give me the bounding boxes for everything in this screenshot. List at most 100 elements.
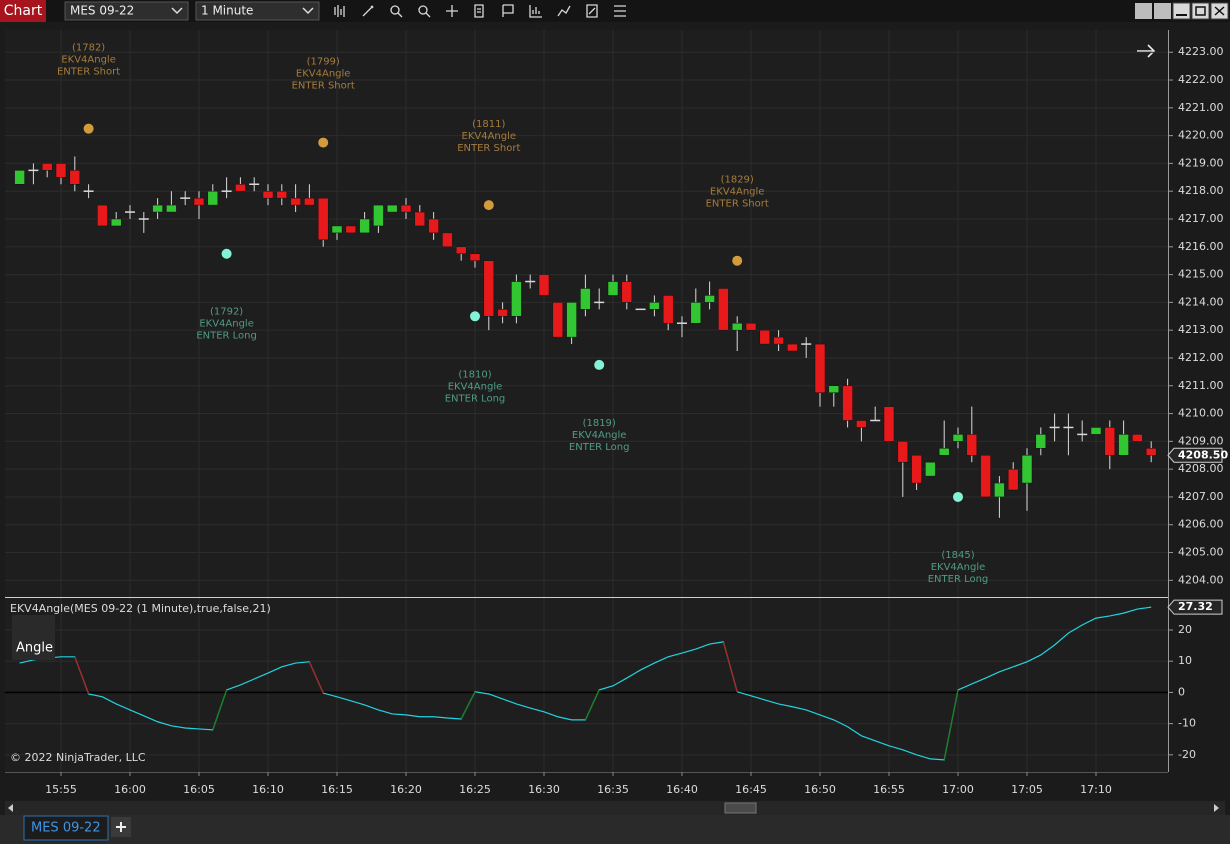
instrument-label[interactable]: MES 09-22 xyxy=(70,4,134,18)
candle-body xyxy=(759,329,771,345)
indicator-flip-segment xyxy=(460,691,476,720)
signal-label: EKV4Angle xyxy=(296,69,351,80)
candle-body xyxy=(400,204,412,213)
close-glyph xyxy=(1214,6,1225,16)
scrollbar[interactable] xyxy=(5,801,1225,815)
x-tick-label: 16:05 xyxy=(183,783,215,796)
candle-body xyxy=(966,434,978,456)
indicator-flip-segment xyxy=(74,656,90,695)
candle-body xyxy=(773,336,784,345)
indicator-flip-segment xyxy=(722,641,738,692)
minimize-button[interactable] xyxy=(1172,2,1191,20)
y-tick-label: 4207.00 xyxy=(1178,490,1224,503)
y-tick-label: 20 xyxy=(1178,623,1192,636)
candle-body xyxy=(828,385,840,393)
indicator-flip-segment xyxy=(584,689,600,721)
toolbar-icon[interactable] xyxy=(557,5,571,17)
toolbar-icon[interactable] xyxy=(586,4,598,18)
signal-dot xyxy=(470,311,480,322)
signal-label: ENTER Long xyxy=(569,442,630,453)
candle-body xyxy=(469,253,481,261)
y-tick-label: 4206.00 xyxy=(1178,518,1224,531)
candle-body xyxy=(883,406,895,442)
candle-body xyxy=(110,218,122,227)
y-tick-label: 4209.00 xyxy=(1178,434,1224,447)
x-tick-label: 16:20 xyxy=(390,783,422,796)
candle-body xyxy=(442,232,453,248)
interval-dropdown[interactable] xyxy=(195,1,320,21)
x-tick-label: 16:00 xyxy=(114,783,146,796)
add-tab-glyph xyxy=(116,822,126,832)
dropdown-arrow[interactable] xyxy=(302,7,314,15)
tab-label[interactable]: MES 09-22 xyxy=(31,821,101,836)
candle-body xyxy=(745,322,757,331)
scroll-to-end-arrow[interactable] xyxy=(1137,44,1156,58)
interval-label[interactable]: 1 Minute xyxy=(201,4,253,18)
signal-dot xyxy=(732,255,743,266)
y-tick-label: 4214.00 xyxy=(1178,295,1224,308)
x-tick-label: 16:40 xyxy=(666,783,698,796)
toolbar-icon[interactable] xyxy=(334,5,345,17)
candle-body xyxy=(856,420,867,428)
signal-label: (1792) xyxy=(210,307,243,318)
candle-body xyxy=(41,163,53,171)
signal-dot xyxy=(483,200,494,211)
candle-body xyxy=(235,184,246,192)
candle-body xyxy=(607,281,619,296)
candle-body xyxy=(980,455,991,498)
signal-label: EKV4Angle xyxy=(572,430,627,441)
candle-body xyxy=(814,343,826,393)
signal-label: (1829) xyxy=(721,175,754,186)
candle-body xyxy=(580,288,591,310)
candle-body xyxy=(55,163,67,178)
signal-label: EKV4Angle xyxy=(462,131,517,142)
y-tick-label: 10 xyxy=(1178,654,1192,667)
indicator-panel xyxy=(5,598,1168,772)
indicator-title: EKV4Angle(MES 09-22 (1 Minute),true,fals… xyxy=(10,602,271,615)
toolbar-icon[interactable] xyxy=(474,4,484,18)
toolbar-icon[interactable] xyxy=(446,5,458,17)
y-tick-label: 0 xyxy=(1178,685,1185,698)
candle-body xyxy=(414,211,426,227)
candle-body xyxy=(690,302,702,324)
candle-body xyxy=(373,204,384,227)
scroll-thumb[interactable] xyxy=(724,802,757,814)
legend-entry: Angle xyxy=(16,641,53,656)
candle-body xyxy=(897,441,909,463)
toolbar-icon[interactable] xyxy=(502,4,514,17)
toolbar-icon[interactable] xyxy=(390,5,403,18)
toolbar-icon[interactable] xyxy=(614,5,626,17)
candle-body xyxy=(455,246,467,254)
signal-label: (1799) xyxy=(307,57,340,68)
candle-body xyxy=(925,461,936,477)
signal-label: ENTER Short xyxy=(292,81,355,92)
y-tick-label: 4213.00 xyxy=(1178,323,1224,336)
candle-body xyxy=(566,302,577,338)
signal-label: ENTER Short xyxy=(57,67,120,78)
window-button[interactable] xyxy=(1135,3,1152,19)
y-tick-label: 4210.00 xyxy=(1178,407,1224,420)
scroll-left[interactable] xyxy=(8,804,13,812)
candle-body xyxy=(787,343,798,352)
toolbar-icon[interactable] xyxy=(362,5,374,17)
toolbar-icon[interactable] xyxy=(418,5,431,18)
toolbar-icon[interactable] xyxy=(529,5,542,18)
candle-body xyxy=(538,274,550,296)
y-tick-label: 4216.00 xyxy=(1178,240,1224,253)
signal-label: ENTER Long xyxy=(196,331,257,342)
candle-body xyxy=(345,225,357,234)
dropdown-arrow[interactable] xyxy=(171,7,183,15)
y-tick-label: 4208.00 xyxy=(1178,462,1224,475)
copyright: © 2022 NinjaTrader, LLC xyxy=(10,751,146,764)
candle-body xyxy=(428,218,439,234)
signal-label: (1811) xyxy=(472,119,505,130)
window-button[interactable] xyxy=(1154,3,1171,19)
maximize-button[interactable] xyxy=(1191,2,1210,20)
instrument-dropdown[interactable] xyxy=(64,1,189,21)
signal-label: ENTER Long xyxy=(928,574,989,585)
y-tick-label: -10 xyxy=(1178,717,1196,730)
candle-body xyxy=(511,281,522,317)
tab[interactable] xyxy=(23,815,109,841)
scroll-right[interactable] xyxy=(1214,804,1219,812)
